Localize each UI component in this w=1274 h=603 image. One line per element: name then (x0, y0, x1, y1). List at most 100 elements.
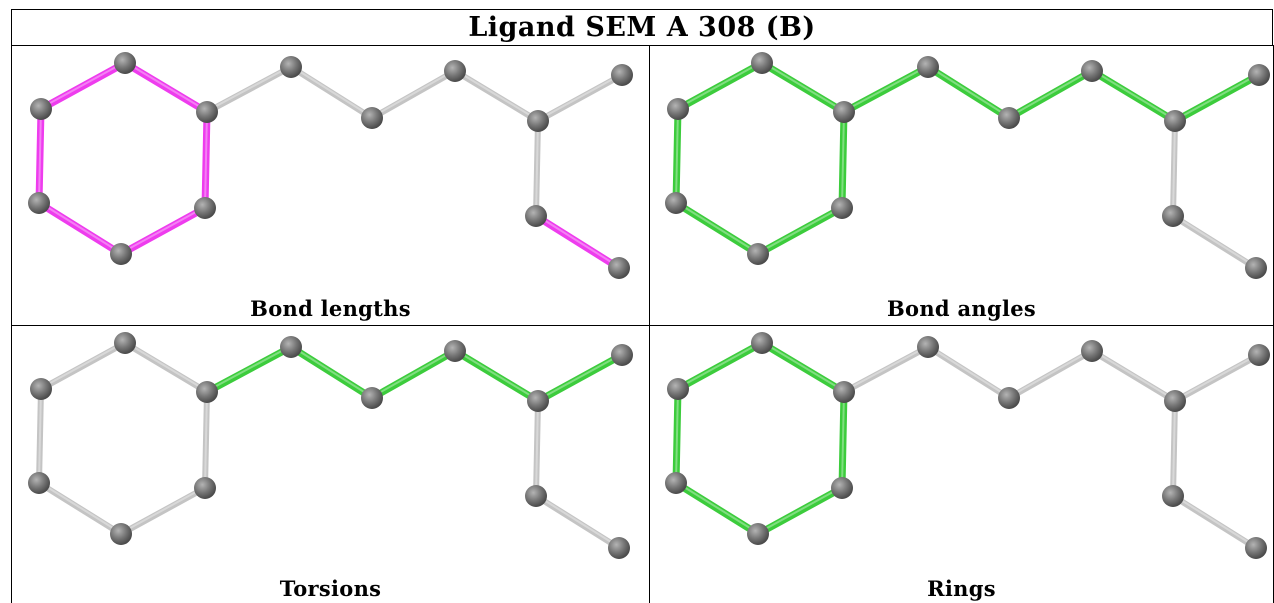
bond-shine (677, 341, 763, 389)
bond-shine (535, 399, 539, 496)
highlighted-bond (674, 339, 766, 393)
atom (527, 390, 549, 412)
bond (533, 118, 541, 219)
atom (665, 472, 687, 494)
highlighted-bond (35, 105, 45, 207)
bond-shine (757, 206, 843, 254)
bond-shine (124, 61, 208, 112)
bond (535, 72, 625, 124)
grid-row-divider (11, 325, 1274, 326)
bond-shine (290, 65, 373, 118)
atom (1164, 390, 1186, 412)
highlighted-bond (754, 204, 846, 258)
atom (747, 243, 769, 265)
caption-rings: Rings (927, 576, 996, 601)
molecule-rings (665, 332, 1270, 559)
atom (444, 60, 466, 82)
atom (917, 56, 939, 78)
bond-shine (1091, 69, 1176, 121)
caption-bond-lengths: Bond lengths (250, 296, 411, 321)
highlighted-bond (37, 59, 129, 113)
highlighted-bond (117, 204, 209, 258)
bond-shine (1172, 214, 1257, 268)
panel-bond-lengths: Bond lengths (12, 46, 649, 325)
atom (1245, 257, 1267, 279)
highlighted-bond (838, 388, 848, 492)
bond-shine (120, 206, 206, 254)
bond (118, 485, 208, 537)
atom (280, 336, 302, 358)
bond (369, 68, 458, 121)
bond (202, 389, 210, 491)
title-row: Ligand SEM A 308 (B) (11, 9, 1273, 45)
atom (110, 523, 132, 545)
atom (361, 107, 383, 129)
bond-shine (927, 65, 1010, 118)
highlighted-bond (758, 59, 848, 116)
atom (1245, 537, 1267, 559)
bond (841, 344, 931, 395)
bond-shine (843, 345, 929, 392)
bond (1170, 398, 1178, 499)
atom (1162, 205, 1184, 227)
highlighted-bond (754, 484, 846, 538)
highlighted-bond (924, 63, 1013, 122)
bond-shine (1174, 73, 1260, 121)
atom (194, 477, 216, 499)
atom (1248, 344, 1270, 366)
bond (204, 64, 294, 115)
highlighted-bond (674, 59, 766, 113)
bond (288, 64, 375, 121)
caption-torsions: Torsions (279, 576, 382, 601)
molecule-bond-angles (665, 52, 1270, 279)
bond (452, 68, 541, 124)
highlighted-bond (1005, 67, 1096, 122)
atom (114, 52, 136, 74)
atom (114, 332, 136, 354)
molecule-bond-lengths (28, 52, 633, 279)
atom (28, 192, 50, 214)
atom (831, 197, 853, 219)
bond-shine (675, 387, 679, 483)
atom (28, 472, 50, 494)
caption-bond-angles: Bond angles (886, 296, 1037, 321)
bond (1172, 352, 1262, 404)
highlighted-bond (451, 347, 542, 405)
panel-rings: Rings (650, 326, 1273, 603)
atom (361, 387, 383, 409)
atom (608, 257, 630, 279)
bond-shine (371, 69, 456, 118)
atom (998, 387, 1020, 409)
bond (36, 480, 124, 537)
highlighted-bond (534, 351, 626, 405)
atom (998, 107, 1020, 129)
bond-shine (535, 214, 620, 268)
bond-shine (40, 61, 126, 109)
bond-shine (1174, 353, 1260, 401)
bond-shine (843, 65, 929, 112)
highlighted-bond (532, 212, 623, 272)
atom (917, 336, 939, 358)
bond (38, 340, 128, 392)
bond (533, 493, 622, 551)
highlighted-bond (672, 105, 682, 207)
bond-shine (537, 73, 623, 121)
bond (533, 398, 541, 499)
atom (527, 110, 549, 132)
atom (608, 537, 630, 559)
bond-shine (761, 61, 845, 112)
grid-top-border (11, 45, 1274, 46)
bond-shine (1172, 119, 1176, 216)
atom (747, 523, 769, 545)
bond-shine (927, 345, 1010, 398)
atom (1081, 340, 1103, 362)
bond-shine (1008, 69, 1093, 118)
highlighted-bond (672, 199, 762, 258)
highlighted-bond (1088, 67, 1179, 125)
atom (1162, 485, 1184, 507)
highlighted-bond (672, 385, 682, 487)
highlighted-bond (838, 108, 848, 212)
atom (831, 477, 853, 499)
bond-shine (290, 345, 373, 398)
